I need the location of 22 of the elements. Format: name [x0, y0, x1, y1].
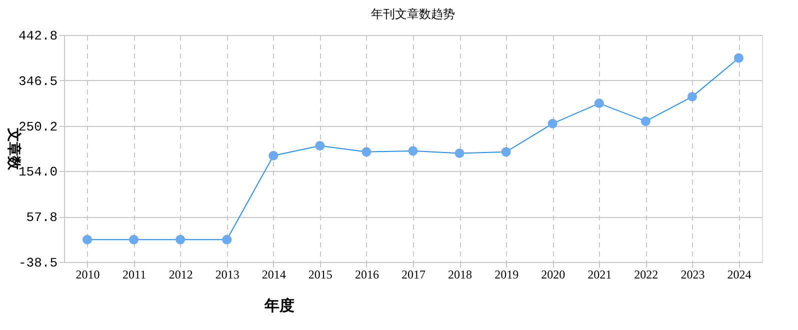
y-tick-label: 154.0 — [18, 164, 58, 180]
y-tick-label: 57.8 — [26, 210, 58, 226]
x-tick-label: 2016 — [354, 268, 379, 282]
chart-title: 年刊文章数趋势 — [371, 7, 455, 21]
y-tick-label: 346.5 — [18, 74, 58, 89]
x-tick-label: 2014 — [262, 268, 286, 282]
x-tick-label: 2023 — [680, 268, 705, 282]
y-tick-label: -38.5 — [18, 256, 58, 270]
x-tick-label: 2013 — [215, 268, 240, 282]
x-tick-label: 2021 — [588, 268, 612, 282]
y-tick-label: 442.8 — [18, 28, 58, 44]
x-tick-label: 2011 — [122, 268, 146, 282]
x-tick-label: 2012 — [168, 268, 193, 282]
x-tick-label: 2010 — [76, 268, 100, 282]
x-axis-title: 年度 — [264, 296, 294, 314]
x-tick-label: 2024 — [727, 268, 752, 282]
x-tick-label: 2018 — [448, 268, 472, 282]
x-tick-label: 2015 — [308, 268, 332, 282]
x-tick-label: 2022 — [634, 268, 658, 282]
x-tick-label: 2020 — [541, 268, 566, 282]
x-tick-label: 2019 — [494, 268, 519, 282]
x-tick-label: 2017 — [402, 268, 426, 282]
